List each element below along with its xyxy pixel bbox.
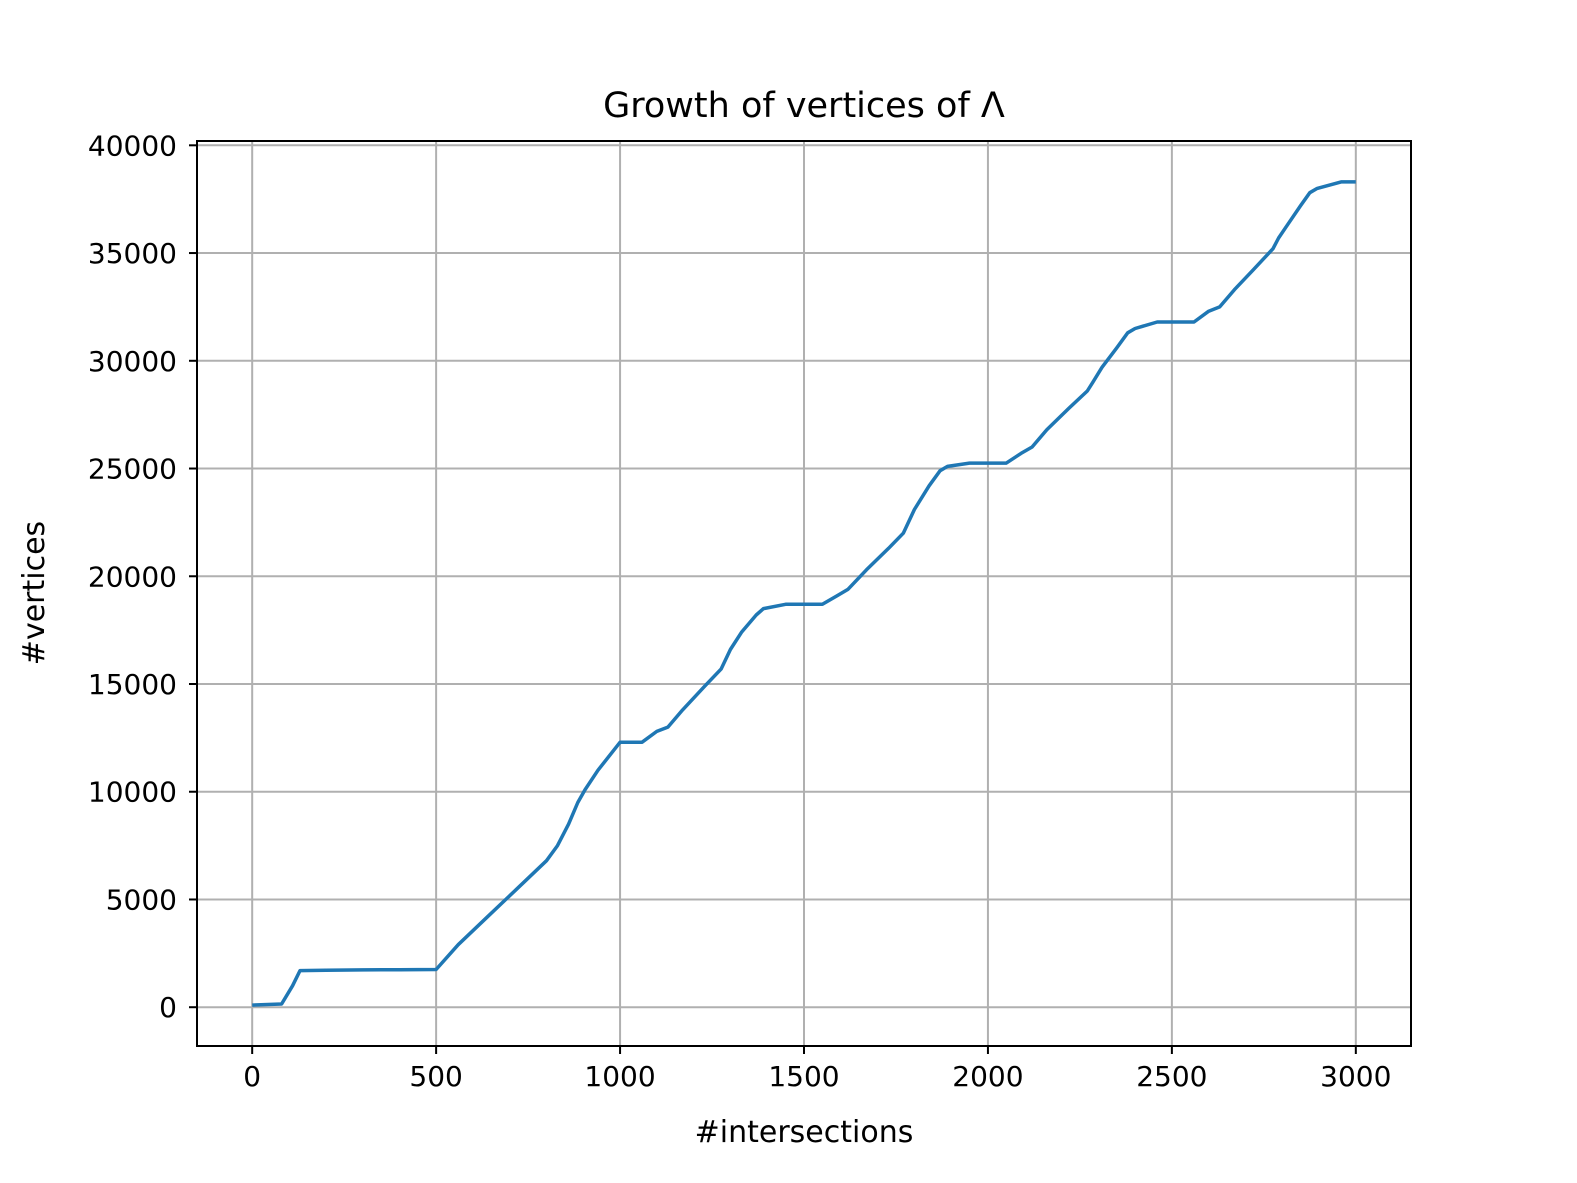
x-tick-label: 3000 (1320, 1060, 1391, 1093)
y-tick-label: 5000 (106, 883, 177, 916)
x-tick-label: 1000 (584, 1060, 655, 1093)
x-tick-label: 2500 (1136, 1060, 1207, 1093)
y-tick-label: 35000 (88, 237, 177, 270)
x-axis: 0 500 1000 1500 2000 2500 3000 (243, 1046, 1391, 1093)
x-tick-label: 500 (409, 1060, 462, 1093)
y-tick-label: 0 (159, 991, 177, 1024)
y-tick-label: 10000 (88, 776, 177, 809)
y-tick-label: 25000 (88, 453, 177, 486)
y-tick-label: 20000 (88, 560, 177, 593)
x-axis-label: #intersections (695, 1115, 914, 1150)
y-axis-label: #vertices (17, 521, 52, 665)
y-tick-label: 15000 (88, 668, 177, 701)
chart-title: Growth of vertices of Λ (603, 86, 1005, 126)
x-tick-label: 0 (243, 1060, 261, 1093)
x-tick-label: 2000 (952, 1060, 1023, 1093)
series-line (252, 180, 1356, 1007)
y-tick-label: 30000 (88, 345, 177, 378)
grid-lines (197, 141, 1411, 1046)
y-tick-label: 40000 (88, 129, 177, 162)
x-tick-label: 1500 (768, 1060, 839, 1093)
y-axis: 0 5000 10000 15000 20000 25000 30000 35000 40000 (88, 129, 197, 1024)
